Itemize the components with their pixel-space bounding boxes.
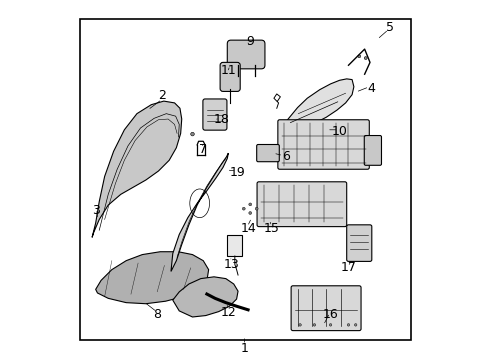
Text: 1: 1 xyxy=(240,342,248,355)
Ellipse shape xyxy=(328,324,331,326)
Ellipse shape xyxy=(364,57,366,59)
FancyBboxPatch shape xyxy=(256,144,279,162)
Text: 6: 6 xyxy=(281,150,289,163)
Bar xyxy=(227,235,242,256)
Text: 9: 9 xyxy=(245,35,253,49)
Text: 19: 19 xyxy=(229,166,244,179)
Ellipse shape xyxy=(248,212,251,215)
Text: 12: 12 xyxy=(220,306,236,319)
Text: 8: 8 xyxy=(152,308,161,321)
Ellipse shape xyxy=(255,207,258,210)
FancyBboxPatch shape xyxy=(257,182,346,226)
FancyBboxPatch shape xyxy=(220,62,240,91)
Ellipse shape xyxy=(298,324,301,326)
Ellipse shape xyxy=(242,207,244,210)
Text: 18: 18 xyxy=(213,113,229,126)
Polygon shape xyxy=(92,101,182,237)
Text: 15: 15 xyxy=(263,222,279,235)
FancyBboxPatch shape xyxy=(203,99,226,130)
Ellipse shape xyxy=(354,324,356,326)
Ellipse shape xyxy=(346,324,349,326)
FancyBboxPatch shape xyxy=(290,286,360,330)
Ellipse shape xyxy=(312,324,315,326)
Polygon shape xyxy=(96,252,208,304)
Text: 10: 10 xyxy=(331,125,347,138)
FancyBboxPatch shape xyxy=(277,120,368,169)
Text: 5: 5 xyxy=(385,21,393,34)
Text: 13: 13 xyxy=(224,258,239,271)
FancyBboxPatch shape xyxy=(346,225,371,261)
Polygon shape xyxy=(280,79,353,132)
Bar xyxy=(80,19,410,339)
Ellipse shape xyxy=(357,55,360,58)
Ellipse shape xyxy=(248,203,251,206)
Text: 7: 7 xyxy=(199,143,207,156)
FancyBboxPatch shape xyxy=(227,40,264,69)
Polygon shape xyxy=(171,153,228,271)
Text: 3: 3 xyxy=(92,204,100,217)
Text: 11: 11 xyxy=(220,64,236,77)
Polygon shape xyxy=(172,277,238,317)
Ellipse shape xyxy=(190,132,194,136)
Text: 14: 14 xyxy=(240,222,255,235)
Text: 16: 16 xyxy=(322,308,338,321)
FancyBboxPatch shape xyxy=(364,135,381,165)
Text: 2: 2 xyxy=(158,89,165,102)
Text: 17: 17 xyxy=(340,261,356,274)
Text: 4: 4 xyxy=(367,82,375,95)
